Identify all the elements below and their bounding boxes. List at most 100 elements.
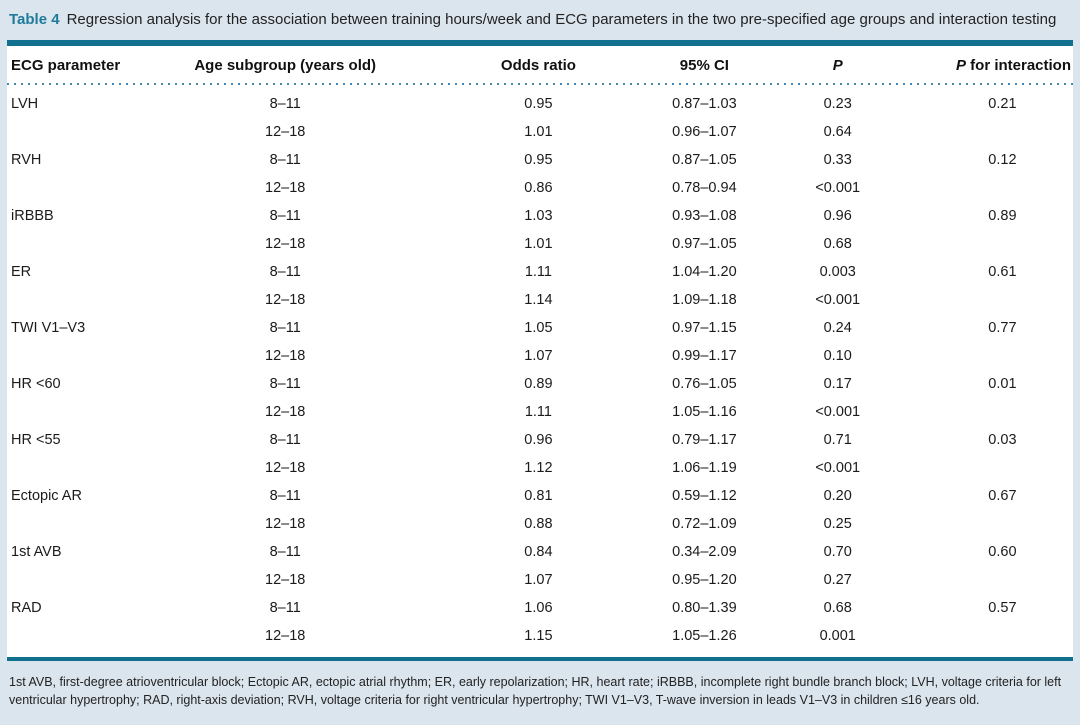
cell-ecg-parameter (7, 230, 165, 258)
cell-p: 0.20 (823, 488, 852, 504)
cell-age-subgroup: 12–18 (265, 236, 306, 252)
cell-age-subgroup: 8–11 (269, 544, 301, 560)
cell-p: 0.96 (823, 208, 852, 224)
column-header-ecg-parameter: ECG parameter (11, 57, 121, 74)
cell-p-interaction (902, 286, 1073, 314)
table-row: 12–18 0.86 0.78–0.94 <0.001 (7, 174, 1073, 202)
cell-p-interaction (902, 510, 1073, 538)
cell-ci: 1.06–1.19 (672, 460, 737, 476)
cell-age-subgroup: 12–18 (265, 348, 306, 364)
table-header: ECG parameter Age subgroup (years old) O… (7, 46, 1073, 87)
cell-ecg-parameter: HR <60 (11, 376, 61, 392)
cell-p-interaction (902, 398, 1073, 426)
table-body: LVH 8–11 0.95 0.87–1.03 0.23 0.21 12–18 1.01 0.9… (7, 87, 1073, 657)
cell-odds-ratio: 0.95 (524, 152, 553, 168)
footnote: 1st AVB, first-degree atrioventricular b… (9, 675, 1062, 707)
cell-ecg-parameter: TWI V1–V3 (11, 320, 86, 336)
cell-p: 0.25 (823, 516, 852, 532)
caption-label: Table 4 (9, 11, 60, 28)
cell-ci: 0.93–1.08 (672, 208, 737, 224)
cell-p-interaction: 0.01 (988, 376, 1017, 392)
cell-p: 0.23 (823, 96, 852, 112)
cell-ci: 0.59–1.12 (672, 488, 737, 504)
cell-age-subgroup: 8–11 (269, 264, 301, 280)
cell-age-subgroup: 12–18 (265, 292, 306, 308)
table-row: HR <60 8–11 0.89 0.76–1.05 0.17 0.01 (7, 370, 1073, 398)
dotted-rule-row (7, 83, 1073, 87)
cell-p-interaction (902, 566, 1073, 594)
cell-ci: 0.79–1.17 (672, 432, 737, 448)
dotted-rule (7, 83, 1073, 85)
cell-age-subgroup: 12–18 (265, 628, 306, 644)
cell-age-subgroup: 12–18 (265, 404, 306, 420)
cell-ci: 1.04–1.20 (672, 264, 737, 280)
cell-age-subgroup: 12–18 (265, 124, 306, 140)
cell-odds-ratio: 1.03 (524, 208, 553, 224)
table-row: 12–18 1.15 1.05–1.26 0.001 (7, 622, 1073, 657)
table-row: iRBBB 8–11 1.03 0.93–1.08 0.96 0.89 (7, 202, 1073, 230)
paper-table-figure: Table 4 Regression analysis for the assoc… (7, 11, 1073, 707)
cell-p: 0.68 (823, 236, 852, 252)
cell-p: <0.001 (815, 404, 861, 420)
p-symbol: P (955, 57, 966, 74)
cell-p: 0.24 (823, 320, 852, 336)
cell-age-subgroup: 12–18 (265, 516, 306, 532)
cell-age-subgroup: 8–11 (269, 96, 301, 112)
cell-p: 0.003 (819, 264, 856, 280)
cell-ecg-parameter (7, 286, 165, 314)
cell-age-subgroup: 12–18 (265, 572, 306, 588)
table-row: 12–18 1.14 1.09–1.18 <0.001 (7, 286, 1073, 314)
cell-odds-ratio: 1.01 (524, 236, 553, 252)
cell-p: 0.70 (823, 544, 852, 560)
cell-ci: 0.80–1.39 (672, 600, 737, 616)
cell-p: 0.27 (823, 572, 852, 588)
cell-ecg-parameter (7, 510, 165, 538)
cell-p-interaction: 0.89 (988, 208, 1017, 224)
cell-p-interaction (902, 118, 1073, 146)
cell-ci: 0.95–1.20 (672, 572, 737, 588)
cell-odds-ratio: 0.86 (524, 180, 553, 196)
table-row: 12–18 0.88 0.72–1.09 0.25 (7, 510, 1073, 538)
cell-odds-ratio: 0.89 (524, 376, 553, 392)
cell-p-interaction (902, 342, 1073, 370)
cell-p-interaction (902, 174, 1073, 202)
cell-odds-ratio: 1.06 (524, 600, 553, 616)
cell-p-interaction (902, 230, 1073, 258)
table-row: 12–18 1.07 0.99–1.17 0.10 (7, 342, 1073, 370)
cell-age-subgroup: 12–18 (265, 180, 306, 196)
cell-age-subgroup: 8–11 (269, 488, 301, 504)
cell-p-interaction: 0.03 (988, 432, 1017, 448)
cell-ecg-parameter (7, 398, 165, 426)
table-row: 12–18 1.01 0.96–1.07 0.64 (7, 118, 1073, 146)
caption-text: Regression analysis for the association … (66, 11, 1057, 28)
cell-ecg-parameter: 1st AVB (11, 544, 62, 560)
cell-odds-ratio: 0.96 (524, 432, 553, 448)
cell-age-subgroup: 12–18 (265, 460, 306, 476)
cell-p: 0.64 (823, 124, 852, 140)
column-header-p-interaction: P for interaction (902, 46, 1073, 83)
cell-p-interaction: 0.61 (988, 264, 1017, 280)
cell-ci: 1.05–1.26 (672, 628, 737, 644)
cell-ci: 0.96–1.07 (672, 124, 737, 140)
cell-p-interaction (902, 454, 1073, 482)
table-row: 12–18 1.07 0.95–1.20 0.27 (7, 566, 1073, 594)
table-row: 12–18 1.01 0.97–1.05 0.68 (7, 230, 1073, 258)
cell-p: <0.001 (815, 292, 861, 308)
cell-ci: 0.87–1.03 (672, 96, 737, 112)
cell-p: 0.68 (823, 600, 852, 616)
table-header-row: ECG parameter Age subgroup (years old) O… (7, 46, 1073, 83)
table-row: HR <55 8–11 0.96 0.79–1.17 0.71 0.03 (7, 426, 1073, 454)
column-header-odds-ratio: Odds ratio (500, 57, 576, 74)
cell-ecg-parameter (7, 566, 165, 594)
cell-p: 0.001 (819, 628, 856, 644)
cell-p-interaction (902, 622, 1073, 657)
cell-p-interaction: 0.60 (988, 544, 1017, 560)
cell-ecg-parameter: RVH (11, 152, 42, 168)
cell-odds-ratio: 0.84 (524, 544, 553, 560)
cell-p-interaction: 0.57 (988, 600, 1017, 616)
cell-p-interaction: 0.12 (988, 152, 1017, 168)
cell-p: 0.10 (823, 348, 852, 364)
cell-odds-ratio: 1.01 (524, 124, 553, 140)
cell-odds-ratio: 1.12 (524, 460, 553, 476)
column-header-age-subgroup: Age subgroup (years old) (194, 57, 377, 74)
